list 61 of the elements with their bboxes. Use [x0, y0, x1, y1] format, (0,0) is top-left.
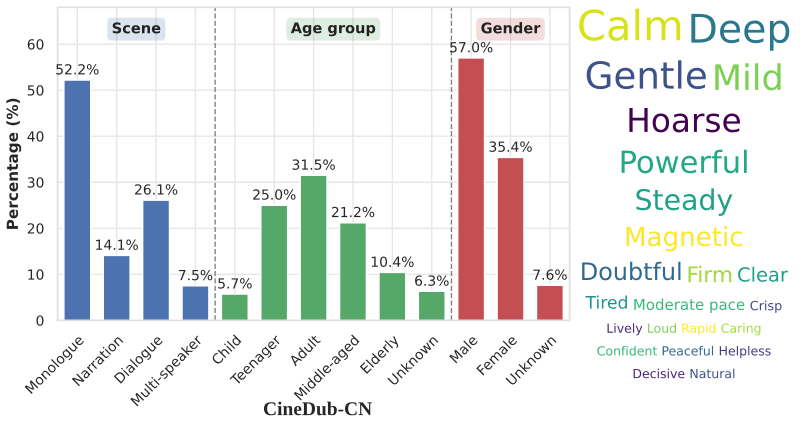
bar — [63, 79, 92, 320]
bar — [181, 285, 210, 320]
annotation: Scene — [112, 22, 160, 34]
bar — [378, 272, 406, 320]
data-label: 14.1% — [96, 239, 138, 250]
bar — [536, 284, 564, 320]
bar — [338, 222, 368, 320]
text: Magnetic — [626, 226, 742, 252]
text: Gentle — [586, 60, 706, 90]
bar — [260, 204, 288, 320]
data-label: 31.5% — [292, 159, 335, 170]
text: Doubtful — [582, 262, 680, 280]
text: Crisp — [750, 300, 782, 313]
bar — [418, 290, 446, 320]
data-label: 35.4% — [490, 141, 532, 152]
text: Firm — [688, 266, 732, 282]
text: Helpless — [720, 346, 771, 358]
data-label: 52.2% — [56, 64, 99, 75]
data-label: 25.0% — [253, 189, 296, 200]
text: Clear — [738, 266, 788, 282]
data-label: 10.4% — [372, 256, 414, 268]
annotation: Age group — [290, 22, 376, 36]
text: Rapid — [682, 323, 716, 336]
text: Lively — [608, 323, 642, 336]
text: Deep — [691, 14, 790, 51]
y-tick-label: 20 — [28, 223, 44, 234]
data-label: 7.6% — [533, 269, 567, 280]
data-label: 26.1% — [135, 184, 178, 195]
text: Calm — [579, 8, 680, 41]
y-tick-label: 0 — [36, 315, 44, 326]
y-axis-title: Percentage (%) — [6, 98, 22, 229]
data-label: 21.2% — [332, 206, 374, 218]
text: Caring — [721, 323, 760, 336]
text: Loud — [648, 323, 676, 333]
data-label: 57.0% — [450, 42, 492, 52]
text: Powerful — [622, 150, 747, 174]
y-tick-label: 10 — [28, 269, 44, 280]
bar — [220, 293, 249, 320]
text: CineDub-CN — [264, 402, 372, 416]
y-tick-label: 60 — [28, 39, 44, 50]
bar — [102, 254, 131, 320]
text: Decisive — [634, 368, 684, 378]
data-label: 6.3% — [415, 275, 449, 286]
text: Peaceful — [662, 346, 714, 356]
y-tick-label: 40 — [27, 131, 44, 142]
bar — [142, 200, 170, 320]
text: Hoarse — [629, 108, 740, 132]
text: Moderate pace — [634, 298, 744, 314]
data-label: 7.5% — [178, 270, 212, 280]
text: Tired — [585, 296, 627, 309]
bar — [300, 174, 328, 320]
bar — [457, 57, 486, 320]
data-label: 5.7% — [218, 278, 252, 289]
text: Steady — [636, 188, 732, 216]
annotation: Gender — [481, 22, 540, 34]
bar — [496, 156, 525, 320]
y-tick-label: 30 — [28, 177, 44, 188]
text: Confident — [597, 346, 658, 356]
text: Natural — [690, 368, 734, 378]
text: Mild — [715, 63, 781, 90]
y-tick-label: 50 — [28, 85, 44, 96]
